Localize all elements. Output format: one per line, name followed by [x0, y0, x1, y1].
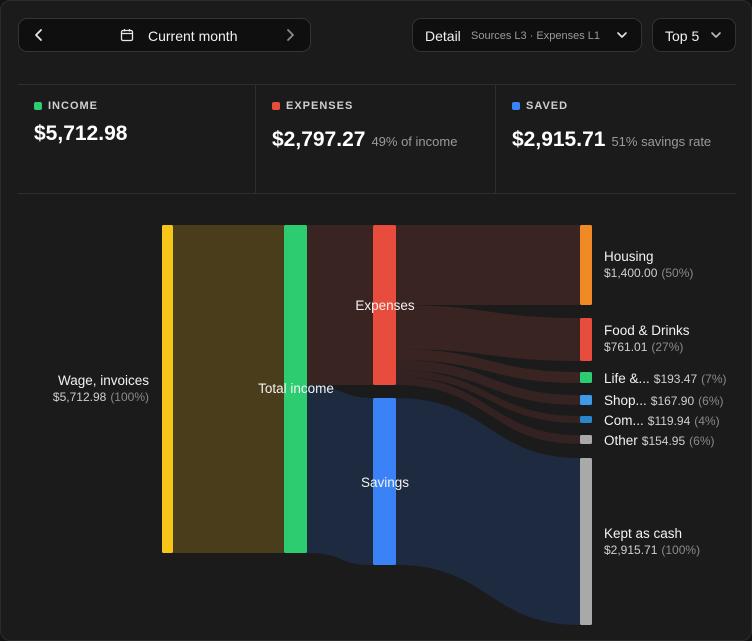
other-amount: $154.95	[642, 434, 686, 448]
top-n-label: Top 5	[665, 28, 700, 44]
housing-amount-line: $1,400.00 (50%)	[604, 266, 693, 280]
shopping-name: Shop...	[604, 393, 647, 408]
housing-pct: (50%)	[661, 266, 693, 280]
housing-name: Housing	[604, 249, 654, 264]
saved-stat: SAVED $2,915.71 51% savings rate	[496, 85, 736, 193]
communication-amount: $119.94	[648, 414, 691, 428]
node-food[interactable]	[580, 318, 592, 361]
node-other[interactable]	[580, 435, 592, 444]
expenses-stat: EXPENSES $2,797.27 49% of income	[256, 85, 496, 193]
node-shopping[interactable]	[580, 395, 592, 405]
cash-amount: $2,915.71	[604, 543, 658, 557]
income-label: INCOME	[48, 100, 98, 112]
node-life[interactable]	[580, 372, 592, 383]
savings-node-label: Savings	[361, 475, 409, 490]
period-label[interactable]: Current month	[148, 28, 238, 44]
cash-amount-line: $2,915.71 (100%)	[604, 543, 700, 557]
link-expenses-other	[396, 377, 580, 444]
saved-label: SAVED	[526, 100, 569, 112]
other-pct: (6%)	[689, 434, 714, 448]
link-total-expenses	[307, 225, 373, 385]
income-stat: INCOME $5,712.98	[18, 85, 256, 193]
chevron-down-icon	[617, 32, 627, 38]
other-name: Other	[604, 433, 638, 448]
expenses-note: 49% of income	[371, 134, 458, 149]
node-total-income[interactable]	[284, 225, 307, 553]
saved-heading: SAVED	[512, 100, 568, 112]
housing-amount: $1,400.00	[604, 266, 658, 280]
shopping-amount: $167.90	[651, 394, 695, 408]
income-value: $5,712.98	[34, 122, 128, 145]
detail-label: Detail	[425, 28, 461, 44]
life-line: Life &... $193.47 (7%)	[604, 371, 727, 386]
link-expenses-communication	[396, 370, 580, 423]
cash-pct: (100%)	[661, 543, 700, 557]
saved-swatch	[512, 102, 520, 110]
top-n-dropdown[interactable]: Top 5	[652, 18, 736, 52]
saved-value-row: $2,915.71 51% savings rate	[512, 125, 727, 159]
expenses-swatch	[272, 102, 280, 110]
chevron-down-icon	[711, 32, 721, 38]
detail-sub-label: Sources L3 · Expenses L1	[471, 30, 601, 42]
source-pct: (100%)	[110, 390, 149, 404]
food-pct: (27%)	[651, 340, 683, 354]
life-name: Life &...	[604, 371, 650, 386]
summary-stats: INCOME $5,712.98 EXPENSES $2,797.27 49% o…	[18, 84, 736, 194]
expenses-label: EXPENSES	[286, 100, 354, 112]
link-total-savings	[307, 385, 373, 565]
source-name: Wage, invoices	[58, 373, 149, 388]
chevron-left-icon[interactable]	[31, 27, 47, 43]
life-pct: (7%)	[701, 372, 726, 386]
income-swatch	[34, 102, 42, 110]
source-amount: $5,712.98	[53, 390, 107, 404]
food-amount-line: $761.01 (27%)	[604, 340, 683, 354]
communication-name: Com...	[604, 413, 644, 428]
other-line: Other $154.95 (6%)	[604, 433, 715, 448]
communication-pct: (4%)	[694, 414, 719, 428]
node-cash[interactable]	[580, 458, 592, 625]
node-source[interactable]	[162, 225, 173, 553]
food-amount: $761.01	[604, 340, 648, 354]
sankey-diagram: Wage, invoices $5,712.98 (100%) Total inc…	[53, 225, 727, 625]
saved-value: $2,915.71	[512, 128, 606, 151]
detail-dropdown[interactable]: Detail Sources L3 · Expenses L1	[412, 18, 642, 52]
node-communication[interactable]	[580, 416, 592, 423]
shopping-line: Shop... $167.90 (6%)	[604, 393, 724, 408]
food-name: Food & Drinks	[604, 323, 690, 338]
expenses-value: $2,797.27	[272, 128, 366, 151]
node-expenses[interactable]	[373, 225, 396, 385]
link-expenses-shopping	[396, 360, 580, 405]
income-heading: INCOME	[34, 100, 98, 112]
life-amount: $193.47	[654, 372, 698, 386]
link-expenses-housing	[396, 225, 580, 305]
cash-name: Kept as cash	[604, 526, 682, 541]
period-selector: Current month	[18, 18, 311, 52]
link-expenses-life	[396, 349, 580, 383]
node-savings[interactable]	[373, 398, 396, 565]
node-housing[interactable]	[580, 225, 592, 305]
calendar-icon	[120, 29, 134, 42]
communication-line: Com... $119.94 (4%)	[604, 413, 720, 428]
link-expenses-food	[396, 305, 580, 361]
source-amount-line: $5,712.98 (100%)	[53, 390, 149, 404]
link-savings-cash	[396, 398, 580, 625]
chevron-right-icon[interactable]	[282, 27, 298, 43]
saved-note: 51% savings rate	[611, 134, 712, 149]
expenses-value-row: $2,797.27 49% of income	[272, 125, 487, 159]
expenses-node-label: Expenses	[355, 298, 415, 313]
total-income-label: Total income	[258, 381, 334, 396]
expenses-heading: EXPENSES	[272, 100, 353, 112]
link-source-total	[173, 225, 284, 553]
shopping-pct: (6%)	[698, 394, 723, 408]
